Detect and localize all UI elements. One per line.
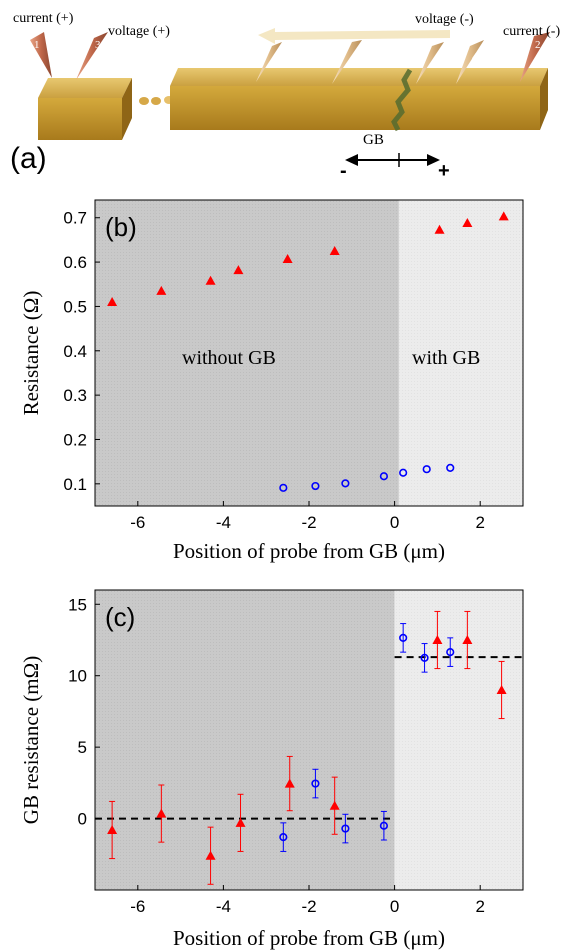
x-tick-label: -4	[216, 513, 231, 532]
data-point-triangle	[107, 825, 118, 834]
y-tick-label: 0.2	[63, 430, 87, 449]
scan-direction-arrow	[258, 28, 450, 44]
chart-b: -6 -4 -2 0 2 0.1 0.2 0.3 0.4 0.5 0.6 0.7 (b) withou…	[19, 199, 524, 563]
data-point-triangle	[235, 817, 246, 827]
probe-1: 1	[30, 32, 52, 78]
region-without-gb	[95, 200, 399, 506]
region-left	[95, 590, 395, 890]
label-current-plus: current (+)	[13, 11, 74, 26]
data-point-triangle	[498, 211, 509, 221]
data-point-triangle	[284, 778, 295, 788]
data-point-circle	[446, 463, 455, 472]
label-voltage-plus: voltage (+)	[108, 24, 170, 39]
data-point-triangle	[329, 246, 340, 255]
panel-label-a: (a)	[10, 142, 47, 175]
data-point-circle	[279, 833, 288, 842]
data-point-triangle	[156, 285, 167, 295]
probe-passive-2	[332, 40, 362, 84]
data-point-circle	[311, 779, 320, 788]
y-tick-label: 0	[78, 810, 87, 829]
position-axis-indicator: - +	[340, 153, 450, 182]
data-point-triangle	[432, 635, 443, 644]
y-tick-label: 0.4	[63, 342, 87, 361]
data-point-circle	[341, 479, 350, 488]
region-label-with-gb: with GB	[412, 347, 480, 369]
probe-2: 2	[520, 32, 550, 82]
y-tick-label: 0.5	[63, 297, 87, 316]
data-point-circle	[399, 633, 408, 642]
data-point-triangle	[205, 850, 216, 860]
data-point-triangle	[233, 265, 244, 275]
x-tick-label: -2	[301, 897, 316, 916]
probe-4: 4	[456, 40, 484, 84]
data-point-triangle	[462, 635, 473, 644]
y-axis-label: Resistance (Ω)	[19, 291, 43, 416]
y-tick-label: 0.6	[63, 253, 87, 272]
left-bar-segment	[38, 78, 132, 140]
panel-label-b: (b)	[105, 212, 137, 242]
probe-passive-1	[256, 42, 282, 82]
panel-label-c: (c)	[105, 602, 135, 632]
label-current-minus: current (-)	[503, 24, 560, 39]
region-right	[394, 590, 523, 890]
data-point-circle	[379, 472, 389, 481]
probe-number-4: 4	[472, 51, 478, 63]
data-point-triangle	[156, 808, 167, 818]
y-tick-label: 0.3	[63, 386, 87, 405]
axis-minus-sign: -	[340, 160, 347, 182]
x-axis-label: Position of probe from GB (μm)	[173, 539, 445, 563]
data-point-triangle	[496, 685, 507, 694]
axis-plus-sign: +	[438, 160, 450, 182]
data-point-circle	[446, 648, 455, 657]
y-tick-label: 10	[68, 667, 87, 686]
probe-voltage-minus	[416, 42, 444, 84]
label-voltage-minus: voltage (-)	[415, 12, 474, 27]
x-tick-label: 2	[475, 897, 484, 916]
schematic-panel: 1 3 4 2 current (+) voltage (+) voltage …	[10, 11, 560, 182]
x-axis-label: Position of probe from GB (μm)	[173, 926, 445, 950]
data-point-triangle	[434, 224, 445, 234]
data-point-triangle	[107, 297, 118, 306]
y-tick-label: 5	[78, 738, 87, 757]
region-with-gb	[398, 200, 523, 506]
data-point-circle	[420, 653, 429, 662]
data-point-circle	[311, 481, 320, 491]
data-point-circle	[422, 465, 431, 474]
data-point-triangle	[282, 253, 293, 263]
y-axis-label: GB resistance (mΩ)	[19, 656, 43, 824]
probe-number-1: 1	[34, 39, 40, 51]
y-tick-label: 15	[68, 595, 87, 614]
probe-number-2: 2	[535, 39, 541, 51]
y-tick-label: 0.1	[63, 475, 87, 494]
x-tick-label: -6	[130, 897, 145, 916]
data-point-circle	[341, 824, 350, 833]
data-point-triangle	[462, 218, 473, 228]
data-point-triangle	[205, 275, 216, 285]
probe-3: 3	[76, 32, 108, 80]
data-point-circle	[279, 483, 288, 492]
gb-label: GB	[363, 132, 384, 148]
chart-c: -6 -4 -2 0 2 0 5 10 15 (c) Position of probe fro…	[19, 589, 524, 950]
x-tick-label: -4	[216, 897, 231, 916]
x-tick-label: 2	[475, 513, 484, 532]
data-point-circle	[399, 468, 408, 477]
x-tick-label: 0	[390, 513, 399, 532]
x-tick-label: 0	[390, 897, 399, 916]
x-tick-label: -6	[130, 513, 145, 532]
data-point-triangle	[329, 800, 340, 810]
y-tick-label: 0.7	[63, 209, 87, 228]
main-bar	[170, 68, 548, 132]
region-label-without-gb: without GB	[182, 347, 276, 369]
x-tick-label: -2	[301, 513, 316, 532]
grain-boundary-crack	[391, 68, 413, 132]
probe-number-3: 3	[95, 39, 101, 51]
ellipsis-dots	[139, 96, 174, 105]
data-point-circle	[379, 821, 389, 830]
